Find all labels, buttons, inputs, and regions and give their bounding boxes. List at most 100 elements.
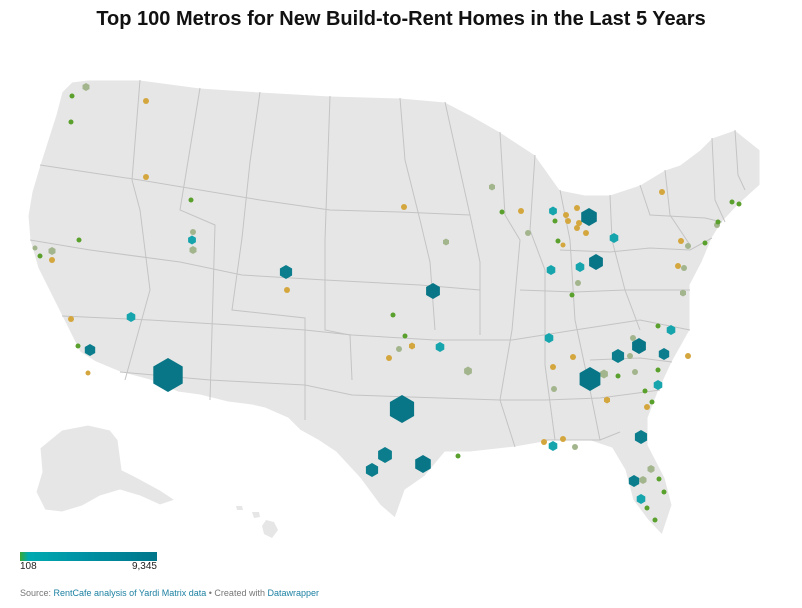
metro-marker[interactable]	[611, 349, 625, 363]
metro-marker[interactable]	[649, 399, 655, 405]
metro-marker[interactable]	[279, 265, 293, 279]
metro-marker[interactable]	[632, 338, 646, 354]
metro-marker[interactable]	[85, 370, 91, 376]
metro-marker[interactable]	[560, 436, 566, 442]
metro-marker[interactable]	[647, 465, 655, 473]
metro-marker[interactable]	[68, 316, 74, 322]
metro-marker[interactable]	[574, 225, 580, 231]
metro-marker[interactable]	[565, 218, 571, 224]
metro-marker[interactable]	[32, 245, 38, 251]
metro-marker[interactable]	[572, 444, 578, 450]
metro-marker[interactable]	[575, 280, 581, 286]
metro-marker[interactable]	[675, 263, 681, 269]
metro-marker[interactable]	[455, 453, 461, 459]
metro-marker[interactable]	[658, 348, 670, 360]
metro-marker[interactable]	[49, 257, 55, 263]
metro-marker[interactable]	[569, 292, 575, 298]
source-link[interactable]: RentCafe analysis of Yardi Matrix data	[53, 588, 207, 598]
metro-marker[interactable]	[681, 265, 687, 271]
metro-marker[interactable]	[464, 366, 472, 376]
metro-marker[interactable]	[365, 463, 379, 477]
metro-marker[interactable]	[551, 386, 557, 392]
metro-marker[interactable]	[550, 364, 556, 370]
metro-marker[interactable]	[525, 230, 531, 236]
metro-marker[interactable]	[659, 189, 665, 195]
metro-marker[interactable]	[627, 353, 633, 359]
metro-marker[interactable]	[541, 439, 547, 445]
metro-marker[interactable]	[653, 380, 663, 390]
metro-marker[interactable]	[589, 254, 603, 270]
metro-marker[interactable]	[574, 205, 580, 211]
metro-marker[interactable]	[680, 289, 686, 297]
metro-marker[interactable]	[153, 358, 183, 392]
metro-marker[interactable]	[729, 199, 735, 205]
metro-marker[interactable]	[426, 283, 440, 299]
metro-marker[interactable]	[615, 373, 621, 379]
metro-marker[interactable]	[655, 367, 661, 373]
metro-marker[interactable]	[579, 367, 601, 391]
metro-marker[interactable]	[639, 476, 647, 484]
metro-marker[interactable]	[581, 208, 597, 226]
metro-marker[interactable]	[435, 342, 445, 352]
metro-marker[interactable]	[189, 246, 197, 254]
metro-marker[interactable]	[576, 220, 582, 226]
metro-marker[interactable]	[628, 475, 640, 487]
metro-marker[interactable]	[386, 355, 392, 361]
metro-marker[interactable]	[685, 243, 691, 249]
metro-marker[interactable]	[489, 183, 495, 191]
metro-marker[interactable]	[402, 333, 408, 339]
metro-marker[interactable]	[143, 174, 149, 180]
metro-marker[interactable]	[549, 206, 557, 216]
metro-marker[interactable]	[82, 83, 90, 91]
metro-marker[interactable]	[37, 253, 43, 259]
metro-marker[interactable]	[642, 388, 648, 394]
metro-marker[interactable]	[736, 201, 742, 207]
metro-marker[interactable]	[415, 455, 431, 473]
metro-marker[interactable]	[656, 476, 662, 482]
metro-marker[interactable]	[685, 353, 691, 359]
metro-marker[interactable]	[655, 323, 661, 329]
metro-marker[interactable]	[188, 235, 196, 245]
metro-marker[interactable]	[68, 119, 74, 125]
metro-marker[interactable]	[143, 98, 149, 104]
metro-marker[interactable]	[604, 396, 610, 404]
metro-marker[interactable]	[126, 312, 136, 322]
metro-marker[interactable]	[75, 343, 81, 349]
metro-marker[interactable]	[76, 237, 82, 243]
metro-marker[interactable]	[548, 441, 558, 451]
metro-marker[interactable]	[390, 312, 396, 318]
metro-marker[interactable]	[600, 369, 608, 379]
metro-marker[interactable]	[552, 218, 558, 224]
metro-marker[interactable]	[609, 233, 619, 243]
metro-marker[interactable]	[644, 505, 650, 511]
metro-marker[interactable]	[644, 404, 650, 410]
metro-marker[interactable]	[409, 342, 415, 350]
metro-marker[interactable]	[284, 287, 290, 293]
metro-marker[interactable]	[583, 230, 589, 236]
metro-marker[interactable]	[570, 354, 576, 360]
metro-marker[interactable]	[48, 247, 56, 255]
metro-marker[interactable]	[499, 209, 505, 215]
metro-marker[interactable]	[443, 238, 449, 246]
metro-marker[interactable]	[378, 447, 392, 463]
metro-marker[interactable]	[546, 265, 556, 275]
metro-marker[interactable]	[666, 325, 676, 335]
metro-marker[interactable]	[544, 333, 554, 343]
metro-marker[interactable]	[715, 219, 721, 225]
metro-marker[interactable]	[632, 369, 638, 375]
metro-marker[interactable]	[518, 208, 524, 214]
metro-marker[interactable]	[84, 344, 96, 356]
metro-marker[interactable]	[188, 197, 194, 203]
metro-marker[interactable]	[678, 238, 684, 244]
metro-marker[interactable]	[69, 93, 75, 99]
datawrapper-link[interactable]: Datawrapper	[267, 588, 319, 598]
metro-marker[interactable]	[634, 430, 648, 444]
metro-marker[interactable]	[652, 517, 658, 523]
metro-marker[interactable]	[555, 238, 561, 244]
metro-marker[interactable]	[563, 212, 569, 218]
metro-marker[interactable]	[661, 489, 667, 495]
metro-marker[interactable]	[401, 204, 407, 210]
metro-marker[interactable]	[560, 242, 566, 248]
metro-marker[interactable]	[630, 335, 636, 341]
metro-marker[interactable]	[396, 346, 402, 352]
